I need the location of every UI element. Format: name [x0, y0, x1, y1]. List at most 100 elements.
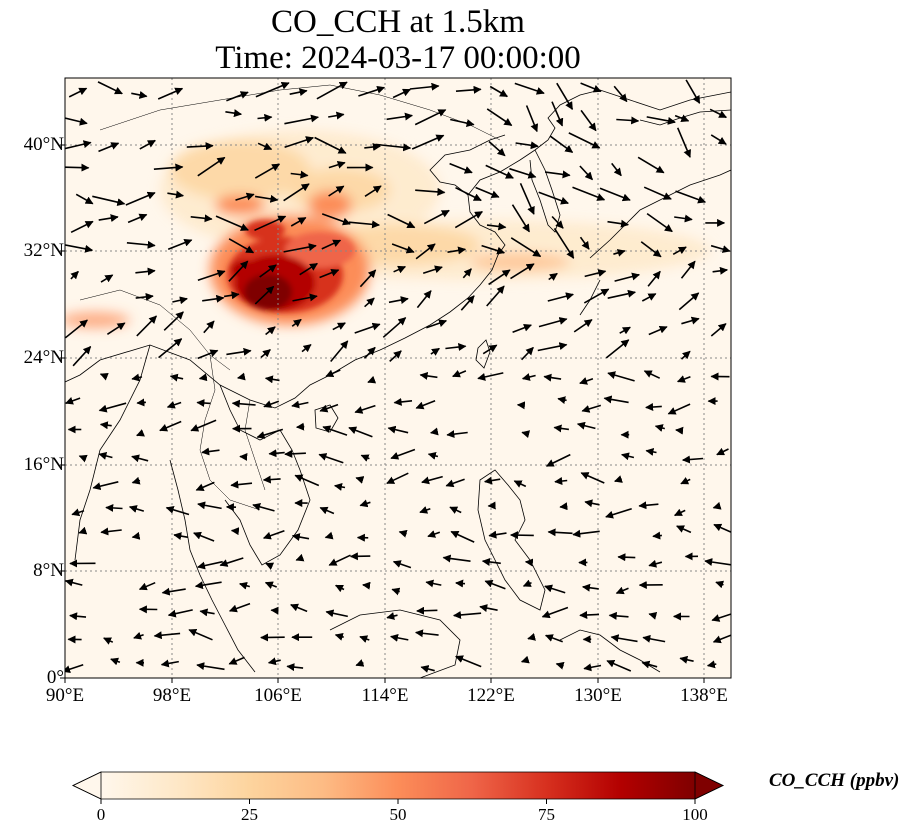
wind-arrow	[226, 347, 252, 356]
wind-arrow	[198, 373, 208, 382]
wind-arrow	[92, 481, 119, 491]
lon-tick-122e: 122°E	[467, 685, 515, 706]
wind-arrow	[299, 262, 318, 276]
wind-arrow	[161, 587, 186, 596]
wind-arrow	[681, 316, 700, 325]
wind-arrow	[645, 403, 662, 411]
wind-arrow	[332, 322, 346, 331]
wind-arrow	[525, 105, 539, 133]
wind-arrow	[254, 163, 281, 179]
lon-tick-130e: 130°E	[574, 685, 622, 706]
lon-tick-138e: 138°E	[680, 685, 728, 706]
wind-arrow	[165, 505, 190, 516]
wind-arrow	[704, 558, 731, 566]
wind-arrow	[613, 249, 626, 257]
wind-arrow	[450, 530, 475, 543]
wind-arrow	[197, 560, 223, 570]
wind-arrow	[643, 186, 672, 200]
wind-arrow	[110, 657, 121, 666]
wind-arrow	[672, 246, 687, 255]
wind-arrow	[667, 403, 691, 415]
wind-arrow	[328, 160, 346, 169]
colorbar-tick-0: 0	[96, 805, 106, 824]
wind-arrow	[136, 429, 145, 437]
wind-arrow	[551, 101, 564, 127]
wind-arrow	[262, 475, 281, 484]
wind-arrow	[239, 581, 251, 590]
wind-arrow	[648, 611, 658, 620]
wind-arrow	[712, 634, 731, 644]
wind-arrow	[334, 483, 346, 491]
wind-arrow	[415, 243, 436, 260]
wind-arrow	[75, 193, 94, 205]
wind-arrow	[190, 419, 217, 432]
wind-arrow	[455, 579, 466, 588]
wind-arrow	[486, 108, 513, 127]
wind-arrow	[364, 185, 382, 197]
wind-arrow	[712, 266, 728, 275]
lat-tick-24n: 24°N	[23, 347, 64, 368]
wind-arrow	[321, 213, 351, 226]
wind-arrow	[544, 170, 571, 179]
wind-arrow	[489, 85, 508, 98]
wind-arrow	[360, 454, 370, 462]
wind-arrow	[409, 82, 440, 91]
wind-arrow	[445, 343, 467, 351]
wind-arrow	[348, 426, 373, 438]
wind-arrow	[325, 369, 341, 378]
wind-arrow	[521, 430, 531, 439]
wind-arrow	[325, 609, 348, 618]
wind-arrow	[197, 156, 226, 177]
wind-arrow	[621, 452, 635, 461]
wind-arrow	[610, 634, 638, 643]
wind-arrow	[259, 264, 277, 278]
wind-arrow	[675, 426, 684, 435]
wind-arrow	[97, 81, 123, 95]
wind-arrow	[291, 318, 302, 328]
wind-arrow	[549, 135, 574, 154]
colorbar-tick-50: 50	[389, 805, 407, 824]
wind-arrow	[716, 447, 729, 456]
wind-arrow	[131, 90, 148, 99]
colorbar-ticks	[100, 799, 696, 804]
colorbar-tick-75: 75	[538, 805, 555, 824]
wind-arrow	[710, 134, 727, 145]
wind-arrow	[138, 581, 156, 591]
wind-arrow	[419, 506, 431, 514]
wind-arrow	[334, 584, 345, 593]
wind-arrow	[607, 371, 635, 382]
wind-arrow	[197, 349, 219, 360]
wind-arrow	[68, 87, 88, 98]
wind-arrow	[547, 528, 573, 537]
wind-arrow	[260, 348, 271, 359]
wind-arrow	[416, 606, 438, 615]
wind-arrow	[527, 633, 536, 641]
wind-arrow	[678, 292, 700, 311]
wind-arrow	[607, 219, 629, 228]
wind-arrow	[390, 633, 409, 642]
colorbar-extend-low	[72, 771, 102, 800]
wind-arrow	[611, 162, 622, 177]
wind-arrow	[541, 606, 569, 619]
wind-arrow	[263, 400, 280, 408]
wind-arrow	[654, 424, 666, 432]
wind-arrow	[455, 655, 482, 668]
wind-arrow	[513, 480, 527, 488]
wind-arrow	[98, 142, 120, 153]
wind-arrow	[645, 448, 657, 456]
wind-arrow	[100, 274, 114, 283]
wind-arrow	[516, 401, 526, 410]
wind-arrow	[572, 529, 600, 538]
wind-arrow	[509, 167, 537, 179]
wind-arrow	[605, 339, 630, 359]
wind-arrow	[479, 604, 498, 613]
wind-arrow	[392, 88, 411, 99]
wind-arrow	[359, 635, 370, 643]
wind-arrow	[159, 420, 182, 432]
wind-arrow	[219, 557, 244, 567]
wind-arrow	[169, 373, 184, 382]
wind-arrow	[488, 530, 507, 539]
wind-arrow	[265, 562, 275, 570]
wind-arrow	[430, 347, 440, 356]
